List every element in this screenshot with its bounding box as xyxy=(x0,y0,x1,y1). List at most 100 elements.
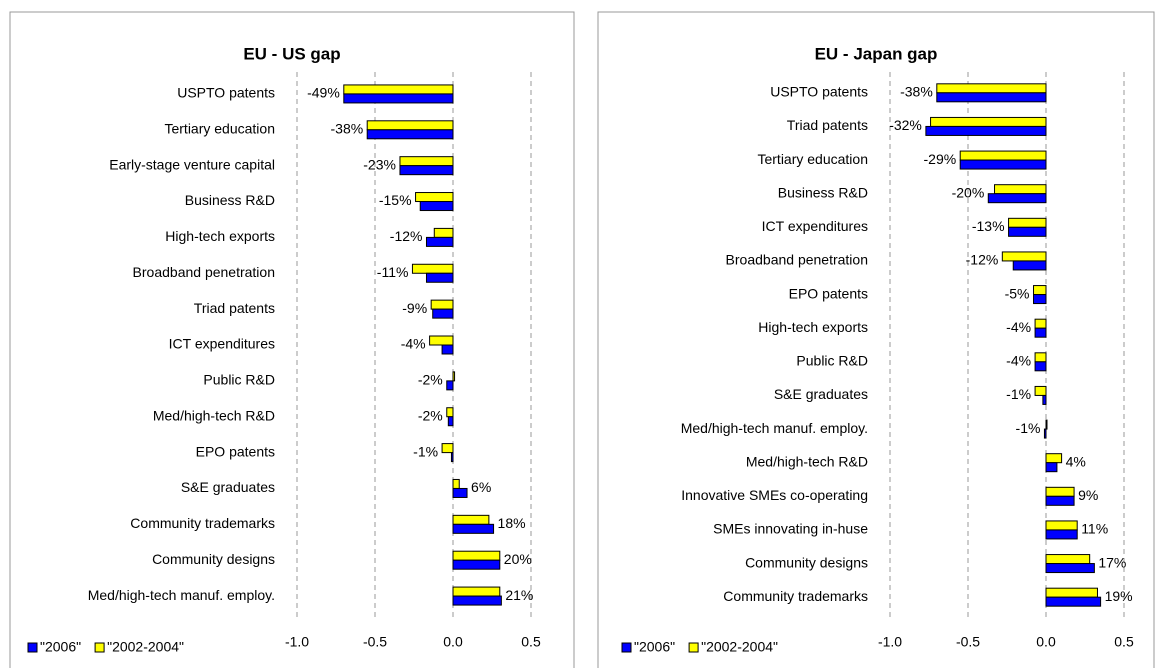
bar xyxy=(959,150,1047,161)
bar xyxy=(959,159,1047,170)
category-label: Community designs xyxy=(152,551,275,567)
category-label: Triad patents xyxy=(787,117,868,133)
category-label: S&E graduates xyxy=(181,479,275,495)
x-tick-label: 0.0 xyxy=(1036,634,1056,650)
bar xyxy=(419,201,454,212)
bar xyxy=(399,156,454,167)
category-label: Business R&D xyxy=(778,184,868,200)
category-label: Med/high-tech manuf. employ. xyxy=(681,420,868,436)
x-tick-label: 0.5 xyxy=(521,634,541,650)
gap-label: -11% xyxy=(377,264,409,280)
bar xyxy=(1045,529,1078,540)
legend-swatch xyxy=(688,642,699,653)
gap-label: 4% xyxy=(1066,453,1086,469)
x-tick-label: -0.5 xyxy=(956,634,980,650)
category-label: Innovative SMEs co-operating xyxy=(681,487,868,503)
bar xyxy=(446,407,454,418)
x-tick-label: -1.0 xyxy=(285,634,309,650)
legend-swatch xyxy=(621,642,632,653)
bar xyxy=(936,92,1047,103)
category-label: SMEs innovating in-huse xyxy=(713,521,868,537)
gap-label: -5% xyxy=(1005,285,1030,301)
bar xyxy=(343,93,454,104)
bar xyxy=(1008,226,1047,237)
legend-label: "2002-2004" xyxy=(701,639,778,655)
bar xyxy=(415,192,454,203)
bar xyxy=(446,380,454,391)
gap-label: -9% xyxy=(402,300,427,316)
bar xyxy=(1045,495,1075,506)
category-label: USPTO patents xyxy=(770,84,868,100)
category-label: Public R&D xyxy=(796,353,868,369)
x-tick-label: 0.0 xyxy=(443,634,463,650)
bar xyxy=(1033,285,1047,296)
gap-label: 11% xyxy=(1081,521,1108,537)
category-label: Community trademarks xyxy=(723,588,868,604)
gap-label: -38% xyxy=(331,121,364,137)
legend-swatch xyxy=(27,642,38,653)
bar xyxy=(1043,428,1047,439)
bar xyxy=(1012,260,1047,271)
category-label: EPO patents xyxy=(196,443,275,459)
category-label: Broadband penetration xyxy=(133,264,275,280)
bar xyxy=(1034,385,1047,396)
bar xyxy=(1034,318,1047,329)
bar xyxy=(452,586,501,597)
bar xyxy=(452,514,490,525)
legend-label: "2006" xyxy=(40,639,81,655)
gap-label: -1% xyxy=(1006,386,1031,402)
bar xyxy=(1045,587,1098,598)
bar xyxy=(447,416,454,427)
x-tick-label: -1.0 xyxy=(878,634,902,650)
gap-label: -4% xyxy=(1006,319,1031,335)
bar xyxy=(1042,394,1047,405)
bar xyxy=(429,335,454,346)
bar xyxy=(425,272,454,283)
bar xyxy=(987,193,1047,204)
bar xyxy=(411,263,454,274)
bar xyxy=(433,227,454,238)
gap-label: -49% xyxy=(307,85,340,101)
category-label: Tertiary education xyxy=(757,151,868,167)
gap-label: -1% xyxy=(413,443,438,459)
category-label: EPO patents xyxy=(789,285,868,301)
bar xyxy=(452,595,502,606)
gap-label: 21% xyxy=(505,587,533,603)
bar xyxy=(1008,217,1047,228)
gap-label: 20% xyxy=(504,551,532,567)
category-label: High-tech exports xyxy=(758,319,868,335)
gap-label: -13% xyxy=(972,218,1005,234)
gap-label: -1% xyxy=(1016,420,1041,436)
bar xyxy=(432,308,454,319)
bar xyxy=(936,83,1047,94)
chart-title: EU - US gap xyxy=(243,44,340,63)
legend-label: "2006" xyxy=(634,639,675,655)
bar xyxy=(452,487,468,498)
gap-label: -15% xyxy=(379,192,412,208)
gap-label: 18% xyxy=(498,515,526,531)
category-label: High-tech exports xyxy=(165,228,275,244)
bar xyxy=(1045,520,1078,531)
gap-label: 9% xyxy=(1078,487,1098,503)
bar xyxy=(366,129,454,140)
bar xyxy=(1045,486,1075,497)
bar xyxy=(452,478,460,489)
category-label: Triad patents xyxy=(194,300,275,316)
category-label: Med/high-tech R&D xyxy=(746,453,868,469)
bar xyxy=(452,550,501,561)
bar xyxy=(1045,453,1063,464)
bar xyxy=(441,443,454,454)
category-label: Community trademarks xyxy=(130,515,275,531)
gap-label: 17% xyxy=(1098,554,1126,570)
legend-swatch xyxy=(94,642,105,653)
category-label: Business R&D xyxy=(185,192,275,208)
bar xyxy=(425,236,454,247)
x-tick-label: 0.5 xyxy=(1114,634,1134,650)
bar xyxy=(1034,327,1047,338)
bar xyxy=(441,344,454,355)
bar xyxy=(1001,251,1047,262)
chart-title: EU - Japan gap xyxy=(815,44,938,63)
category-label: Early-stage venture capital xyxy=(109,156,275,172)
gap-label: -2% xyxy=(418,372,443,388)
